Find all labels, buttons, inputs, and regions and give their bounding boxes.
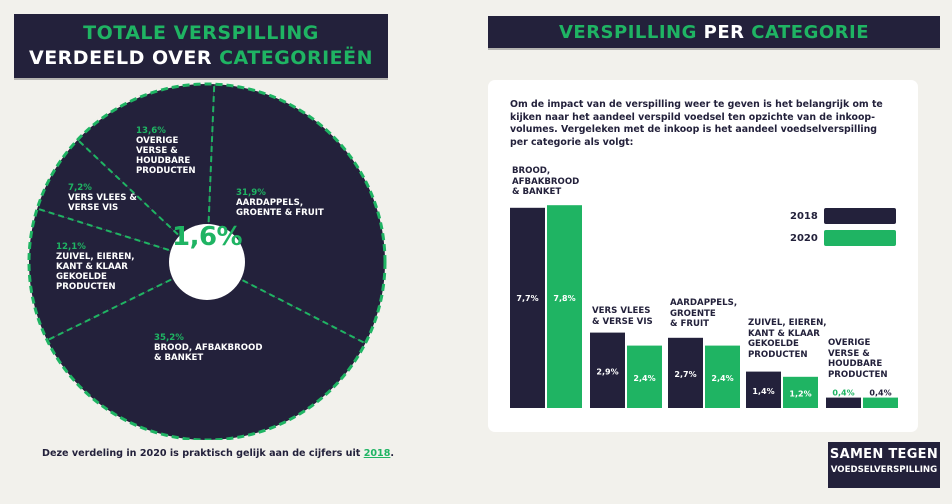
right-title-green1: VERSPILLING (558, 22, 704, 43)
footnote-text: Deze verdeling in 2020 is praktisch geli… (42, 448, 364, 459)
left-title-line2-green: CATEGORIEËN (219, 47, 374, 69)
footnote: Deze verdeling in 2020 is praktisch geli… (42, 448, 394, 459)
legend-swatch-2020 (824, 230, 896, 246)
pie-slice-aardappels (207, 84, 385, 344)
pie-name-brood: BROOD, AFBAKBROOD & BANKET (154, 343, 263, 363)
pie-divider-2 (46, 278, 172, 342)
right-title-white: PER (703, 22, 752, 43)
intro-text: Om de impact van de verspilling weer te … (510, 99, 883, 148)
pie-pct-brood: 35,2% (154, 333, 184, 343)
bar-category-label-aardappels: AARDAPPELS, GROENTE & FRUIT (670, 298, 738, 329)
bar-category-label-vlees: VERS VLEES & VERSE VIS (592, 306, 653, 327)
pie-pct-zuivel: 12,1% (56, 242, 86, 252)
pie-slice-zuivel (29, 208, 208, 341)
pie-name-aardappels: AARDAPPELS, GROENTE & FRUIT (236, 198, 324, 218)
pie-label-brood: 35,2% BROOD, AFBAKBROOD & BANKET (154, 333, 272, 363)
right-title-green2: CATEGORIE (751, 22, 870, 43)
pie-label-vlees: 7,2% VERS VLEES & VERSE VIS (68, 183, 138, 213)
pie-name-zuivel: ZUIVEL, EIEREN, KANT & KLAAR GEKOELDE PR… (56, 252, 135, 292)
left-title-line2: VERDEELD OVER CATEGORIEËN (14, 45, 388, 71)
pie-divider-3 (36, 207, 170, 251)
logo-line1: SAMEN TEGEN (829, 447, 939, 462)
bar-category-label-brood: BROOD, AFBAKBROOD & BANKET (512, 166, 580, 197)
legend-label-2020: 2020 (790, 233, 818, 244)
footnote-end: . (390, 448, 395, 459)
pie-label-overige: 13,6% OVERIGE VERSE & HOUDBARE PRODUCTEN (136, 126, 200, 176)
pie-name-vlees: VERS VLEES & VERSE VIS (68, 193, 137, 213)
pie-slice-brood (47, 262, 366, 440)
pie-divider-0 (207, 84, 216, 223)
pie-name-overige: OVERIGE VERSE & HOUDBARE PRODUCTEN (136, 136, 196, 176)
legend-label-2018: 2018 (790, 211, 818, 222)
pie-divider-4 (76, 139, 179, 236)
pie-slice-vlees (37, 139, 207, 262)
pie-label-aardappels: 31,9% AARDAPPELS, GROENTE & FRUIT (236, 188, 346, 218)
pie-pct-overige: 13,6% (136, 126, 166, 136)
pie-chart (27, 82, 387, 440)
pie-outer-ring (27, 82, 387, 440)
logo-line2: VOEDSELVERSPILLING (830, 465, 938, 475)
bar-category-label-zuivel: ZUIVEL, EIEREN, KANT & KLAAR GEKOELDE PR… (748, 318, 827, 360)
pie-center-value: 1,6% (172, 222, 243, 252)
samen-tegen-voedselverspilling-logo: SAMEN TEGEN VOEDSELVERSPILLING (828, 442, 940, 488)
left-title-line2-white: VERDEELD OVER (28, 47, 220, 69)
pie-slice-overige (77, 84, 215, 262)
pie-pct-aardappels: 31,9% (236, 188, 266, 198)
footnote-year-link[interactable]: 2018 (363, 448, 391, 459)
pie-label-zuivel: 12,1% ZUIVEL, EIEREN, KANT & KLAAR GEKOEL… (56, 242, 138, 292)
pie-center-circle (169, 224, 245, 300)
left-title-line1: TOTALE VERSPILLING (83, 22, 319, 44)
left-title-banner: TOTALE VERSPILLING VERDEELD OVER CATEGOR… (14, 14, 388, 78)
legend-swatch-2018 (824, 208, 896, 224)
bar-category-label-overige: OVERIGE VERSE & HOUDBARE PRODUCTEN (828, 338, 888, 380)
pie-pct-vlees: 7,2% (68, 183, 92, 193)
right-title-banner: VERSPILLING PER CATEGORIE (488, 16, 940, 48)
pie-divider-1 (242, 279, 366, 345)
